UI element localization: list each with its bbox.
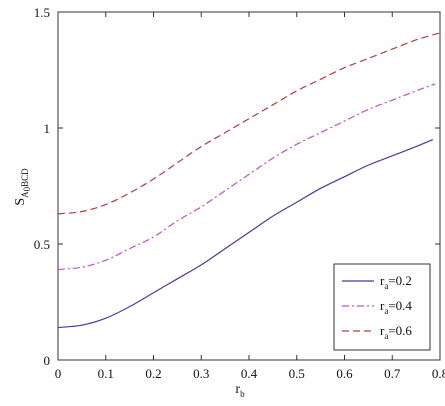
legend-label-ra-0.6: ra=0.6 [380, 323, 412, 341]
y-axis-label: SA0BCD [13, 168, 32, 206]
legend-label-ra-0.2: ra=0.2 [380, 273, 412, 291]
x-tick-label: 0.6 [336, 366, 353, 381]
y-tick-label: 1 [44, 121, 51, 136]
x-tick-label: 0.8 [432, 366, 445, 381]
x-axis-label: rb [235, 382, 245, 399]
y-axis-ticks: 0 0.5 1 1.5 [34, 5, 440, 368]
x-tick-label: 0.5 [289, 366, 305, 381]
x-tick-label: 0.7 [384, 366, 401, 381]
y-tick-label: 1.5 [34, 5, 50, 20]
series-line-2 [57, 32, 441, 215]
legend-box [333, 263, 431, 351]
legend: ra=0.2 ra=0.4 ra=0.6 [333, 263, 431, 351]
x-tick-label: 0.2 [145, 366, 161, 381]
series-layer [57, 32, 441, 329]
legend-label-ra-0.4: ra=0.4 [380, 298, 412, 316]
x-tick-label: 0.1 [98, 366, 114, 381]
x-tick-label: 0 [55, 366, 62, 381]
y-tick-label: 0.5 [34, 237, 50, 252]
x-tick-label: 0.3 [193, 366, 209, 381]
series-line-0 [57, 139, 434, 329]
x-axis-ticks: 0 0.1 0.2 0.3 0.4 0.5 0.6 0.7 0.8 [55, 12, 445, 381]
series-line-1 [57, 83, 436, 271]
x-tick-label: 0.4 [241, 366, 258, 381]
y-tick-label: 0 [44, 353, 51, 368]
